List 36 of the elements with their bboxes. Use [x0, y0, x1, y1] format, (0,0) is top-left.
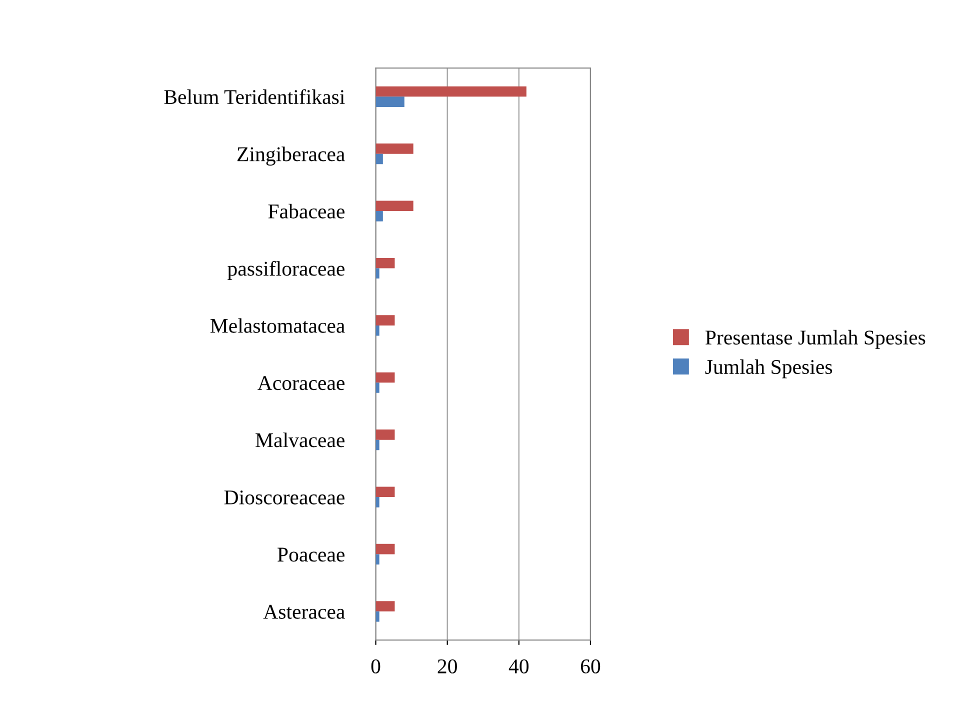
x-tick-label: 60 [580, 659, 600, 674]
bar [376, 601, 395, 612]
bar [376, 268, 380, 279]
bar [376, 440, 380, 450]
y-tick-label: Dioscoreaceae [224, 490, 344, 504]
bar [376, 200, 414, 212]
bar [376, 382, 380, 393]
y-tick-label: Belum Teridentifikasi [164, 89, 345, 104]
bar [376, 144, 414, 154]
y-tick-label: Poaceae [278, 548, 344, 562]
bar [376, 497, 380, 508]
bar [376, 315, 395, 326]
x-tick-label: 0 [371, 659, 380, 674]
bar [376, 544, 395, 554]
y-tick-label: Acoraceae [258, 376, 344, 390]
bar [376, 430, 395, 440]
bar [376, 258, 395, 268]
y-tick-label: Asteracea [263, 604, 345, 619]
y-tick-label: Melastomatacea [210, 318, 345, 333]
x-tick-label: 40 [508, 659, 529, 674]
y-tick-label: Malvaceae [256, 432, 344, 448]
legend-label: Presentase Jumlah Spesies [705, 330, 926, 349]
y-tick-label: Fabaceae [268, 204, 344, 218]
bar [376, 211, 383, 222]
bar [376, 372, 395, 383]
y-tick-label: passifloraceae [228, 260, 344, 280]
bar [376, 325, 380, 336]
bar [376, 96, 404, 107]
bar [376, 154, 383, 164]
y-tick-label: Zingiberacea [237, 146, 345, 166]
bar [376, 554, 380, 565]
x-tick-label: 20 [438, 659, 457, 674]
bar [376, 86, 526, 97]
bar [376, 611, 380, 622]
legend-label: Jumlah Spesies [705, 359, 832, 378]
bar [376, 486, 395, 498]
